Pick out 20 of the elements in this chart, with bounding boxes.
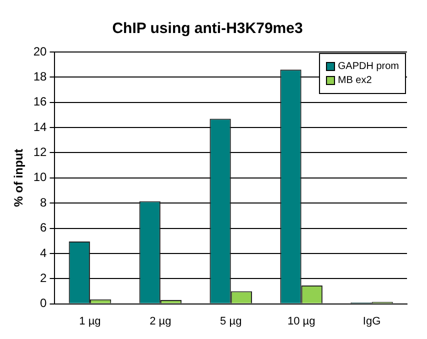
y-tick-label: 12: [33, 145, 48, 160]
y-tick-label: 6: [40, 220, 48, 235]
y-tick-label: 20: [33, 44, 48, 58]
y-tick-label: 2: [40, 270, 48, 285]
y-tick-label: 4: [40, 246, 48, 260]
x-tick-label: 2 µg: [150, 315, 172, 328]
y-tick-label: 0: [40, 296, 48, 310]
y-tick-label: 18: [33, 69, 48, 84]
x-tick-label: 1 µg: [79, 315, 101, 328]
x-tick-label: IgG: [362, 315, 381, 328]
x-tick-label: 5 µg: [220, 315, 242, 328]
chart-title: ChIP using anti-H3K79me3: [112, 20, 303, 38]
y-tick-label: 14: [33, 120, 48, 134]
y-axis-title: % of input: [12, 148, 26, 207]
legend-label: GAPDH prom: [338, 61, 399, 72]
y-tick-label: 16: [33, 94, 48, 109]
y-tick-label: 10: [33, 170, 48, 184]
x-tick-label: 10 µg: [287, 315, 316, 328]
legend-label: MB ex2: [338, 75, 372, 86]
y-tick-label: 8: [40, 195, 48, 210]
